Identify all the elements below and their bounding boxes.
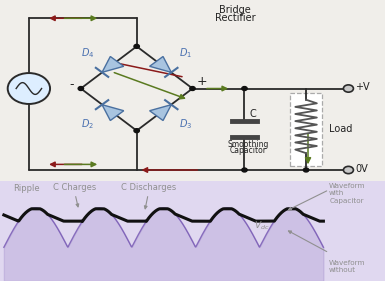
Bar: [0, 181, 385, 281]
Text: Waveform
with
Capacitor: Waveform with Capacitor: [329, 183, 366, 204]
Text: +: +: [197, 75, 208, 88]
Text: C Discharges: C Discharges: [121, 183, 176, 192]
Text: C Charges: C Charges: [54, 183, 97, 192]
Text: Rectifier: Rectifier: [214, 13, 255, 23]
Circle shape: [190, 87, 195, 90]
Text: $D_{1}$: $D_{1}$: [179, 46, 192, 60]
Polygon shape: [150, 105, 171, 121]
Text: Ripple: Ripple: [13, 184, 40, 193]
Circle shape: [8, 73, 50, 104]
Polygon shape: [150, 56, 171, 72]
Text: Bridge: Bridge: [219, 5, 251, 15]
Text: C: C: [249, 109, 256, 119]
Circle shape: [78, 87, 84, 90]
Text: +V: +V: [355, 82, 370, 92]
Circle shape: [343, 166, 353, 174]
Text: $D_{3}$: $D_{3}$: [179, 117, 192, 131]
Text: -: -: [69, 78, 74, 91]
Text: $D_{4}$: $D_{4}$: [81, 46, 94, 60]
Text: $V_{dc}$: $V_{dc}$: [254, 220, 270, 232]
Text: $D_{2}$: $D_{2}$: [81, 117, 94, 131]
Polygon shape: [102, 105, 124, 121]
Text: Capacitor: Capacitor: [230, 146, 267, 155]
Polygon shape: [102, 56, 124, 72]
Circle shape: [242, 168, 247, 172]
Text: 0V: 0V: [355, 164, 368, 174]
Circle shape: [134, 129, 139, 133]
Circle shape: [134, 44, 139, 48]
Text: Waveform
without: Waveform without: [329, 260, 366, 273]
Circle shape: [242, 87, 247, 90]
Circle shape: [343, 85, 353, 92]
Text: Smoothing: Smoothing: [228, 140, 269, 149]
Circle shape: [303, 168, 309, 172]
FancyBboxPatch shape: [290, 93, 322, 166]
Text: Load: Load: [329, 124, 353, 134]
